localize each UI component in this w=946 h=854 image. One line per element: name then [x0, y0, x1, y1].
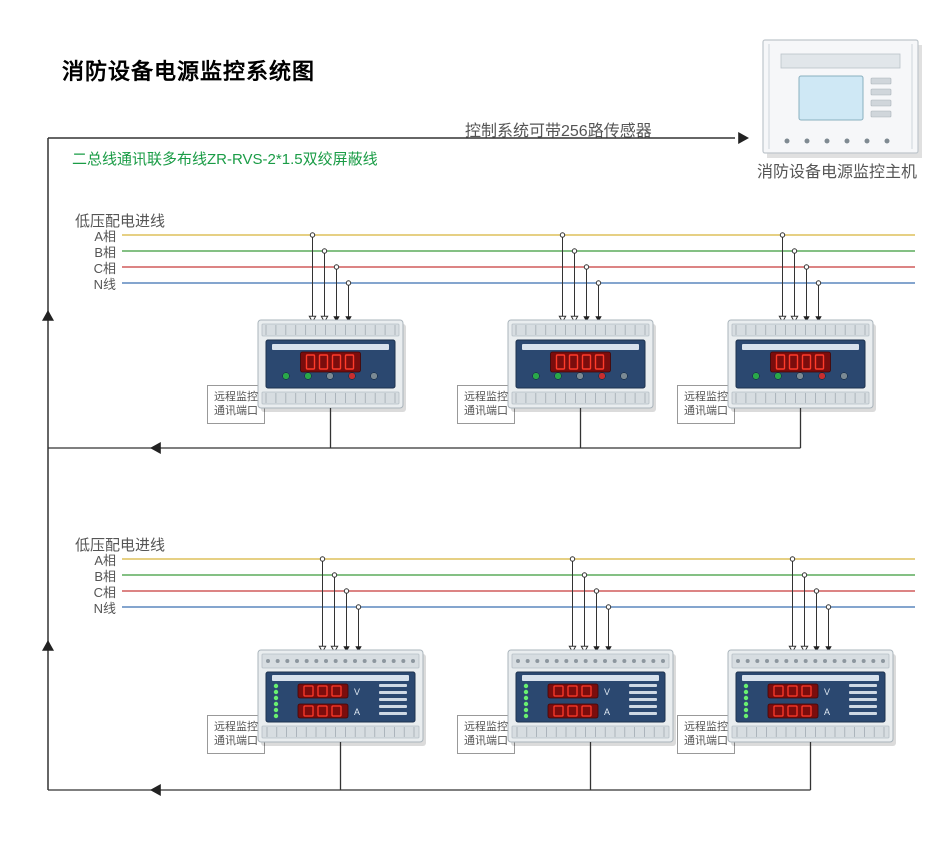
sensor-device-type-a	[258, 320, 406, 412]
sensor-device-type-a	[508, 320, 656, 412]
system-diagram-svg: VAVAVA	[0, 0, 946, 854]
svg-text:A: A	[824, 707, 830, 717]
sensor-device-type-a	[728, 320, 876, 412]
svg-text:V: V	[604, 687, 610, 697]
sensor-device-type-b: VA	[258, 650, 426, 746]
sensor-device-type-b: VA	[728, 650, 896, 746]
svg-text:A: A	[354, 707, 360, 717]
sensor-device-type-b: VA	[508, 650, 676, 746]
svg-text:V: V	[354, 687, 360, 697]
svg-text:A: A	[604, 707, 610, 717]
svg-text:V: V	[824, 687, 830, 697]
